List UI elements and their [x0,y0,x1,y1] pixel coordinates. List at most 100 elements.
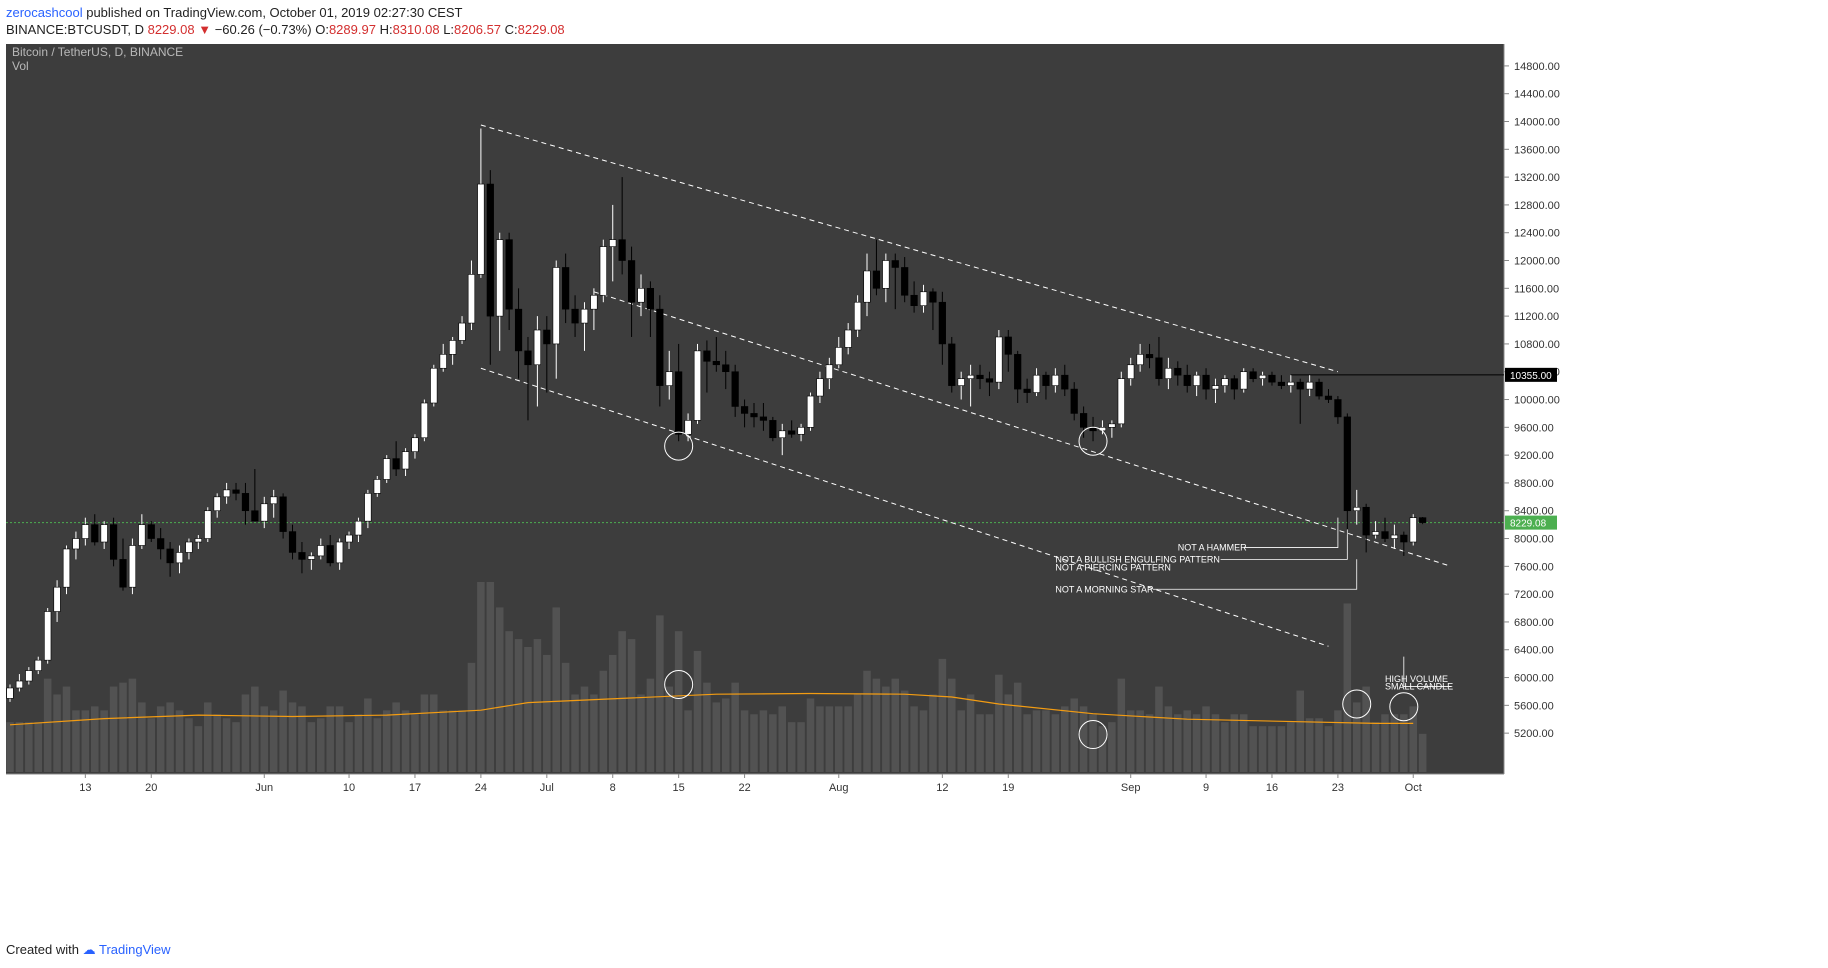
ohlc-line: BINANCE:BTCUSDT, D 8229.08 ▼ −60.26 (−0.… [6,21,565,38]
volume-bar [674,631,683,772]
volume-bar [825,706,834,772]
highlight-circle [664,431,694,461]
volume-bar [872,678,881,772]
candle-body [1334,399,1342,418]
candle-body [1164,367,1172,379]
candle-body [1353,506,1361,512]
candle-body [1277,381,1285,386]
volume-bar [976,714,984,772]
volume-bar [1174,714,1182,772]
volume-bar [1098,726,1107,772]
volume-bar [665,686,674,772]
volume-bar [1032,710,1041,772]
candle-body [411,437,419,452]
volume-bar [750,714,758,772]
volume-bar [251,686,259,772]
chart-area[interactable]: Bitcoin / TetherUS, D, BINANCE Vol NOT A H… [6,44,1758,932]
volume-bar [1013,682,1022,772]
close-value: 8229.08 [517,22,565,37]
annotation-arrow [1220,529,1348,560]
candle-body [373,479,381,494]
last-price: 8229.08 [147,22,195,37]
volume-bar [561,662,570,772]
volume-bar [505,631,513,772]
x-tick-label: Sep [1121,782,1141,794]
candle-body [81,524,89,539]
candle-body [580,308,589,324]
volume-bar [627,639,636,772]
volume-bar [100,710,108,772]
volume-bar [401,710,410,772]
volume-bar [1089,714,1097,772]
x-tick-label: 17 [409,782,421,794]
volume-bar [646,678,655,772]
candle-body [1230,378,1238,390]
volume-bar [260,706,269,772]
candle-body [599,246,607,296]
volume-bar [156,706,165,772]
volume-bar [806,698,815,772]
author-link[interactable]: zerocashcool [6,5,83,20]
volume-bar [1230,714,1239,772]
volume-bar [204,702,212,772]
x-tick-label: 13 [79,782,91,794]
volume-bar [194,726,203,772]
candle-body [128,545,137,588]
y-tick-label: 11600.00 [1514,283,1559,295]
y-tick-label: 7200.00 [1514,589,1554,601]
volume-bar [900,690,909,772]
low-label: L: [443,22,455,37]
volume-bar [345,722,353,772]
volume-bar [778,706,787,772]
tradingview-link[interactable]: TradingView [99,942,171,957]
candle-body [383,458,391,480]
volume-bar [373,718,382,772]
open-value: 8289.97 [328,22,376,37]
candle-body [1193,374,1201,386]
candle-body [1155,357,1163,379]
volume-bar [448,710,457,772]
candle-body [1202,374,1210,390]
volume-bar [816,706,824,772]
volume-bar [72,710,80,772]
volume-bar [919,710,928,772]
candle-body [637,288,645,303]
volume-bar [307,722,316,772]
volume-bar [599,670,608,772]
y-tick-label: 10800.00 [1514,339,1560,351]
volume-bar [995,674,1003,772]
candle-body [1042,374,1050,386]
volume-bar [439,710,447,772]
volume-bar [1164,706,1173,772]
volume-bar [1108,722,1116,772]
candle-body [590,294,598,310]
candle-body [232,489,240,494]
volume-bar [467,662,476,772]
candle-body [514,308,523,352]
current-price-tag [1505,515,1557,530]
candle-body [260,503,268,522]
y-tick-label: 8000.00 [1514,534,1554,546]
volume-bar [1023,714,1031,772]
candle-body [844,329,852,348]
candle-body [1183,374,1191,386]
volume-bar [693,650,702,772]
candle-body [1362,506,1370,536]
candle-body [740,406,749,414]
volume-bar [392,702,400,772]
volume-bar [1334,710,1342,772]
candle-body [1136,354,1144,366]
candle-body [496,239,504,317]
candle-body [665,371,673,386]
candle-body [1023,388,1031,393]
volume-bar [166,702,174,772]
volume-bar [524,647,532,772]
volume-bar [1145,714,1154,772]
annotation-label: NOT A PIERCING PATTERN [1055,563,1171,573]
current-price-tag-label: 8229.08 [1510,519,1547,530]
volume-bar [863,670,871,772]
candle-body [157,538,165,550]
candle-body [872,270,881,289]
volume-bar [533,639,542,772]
